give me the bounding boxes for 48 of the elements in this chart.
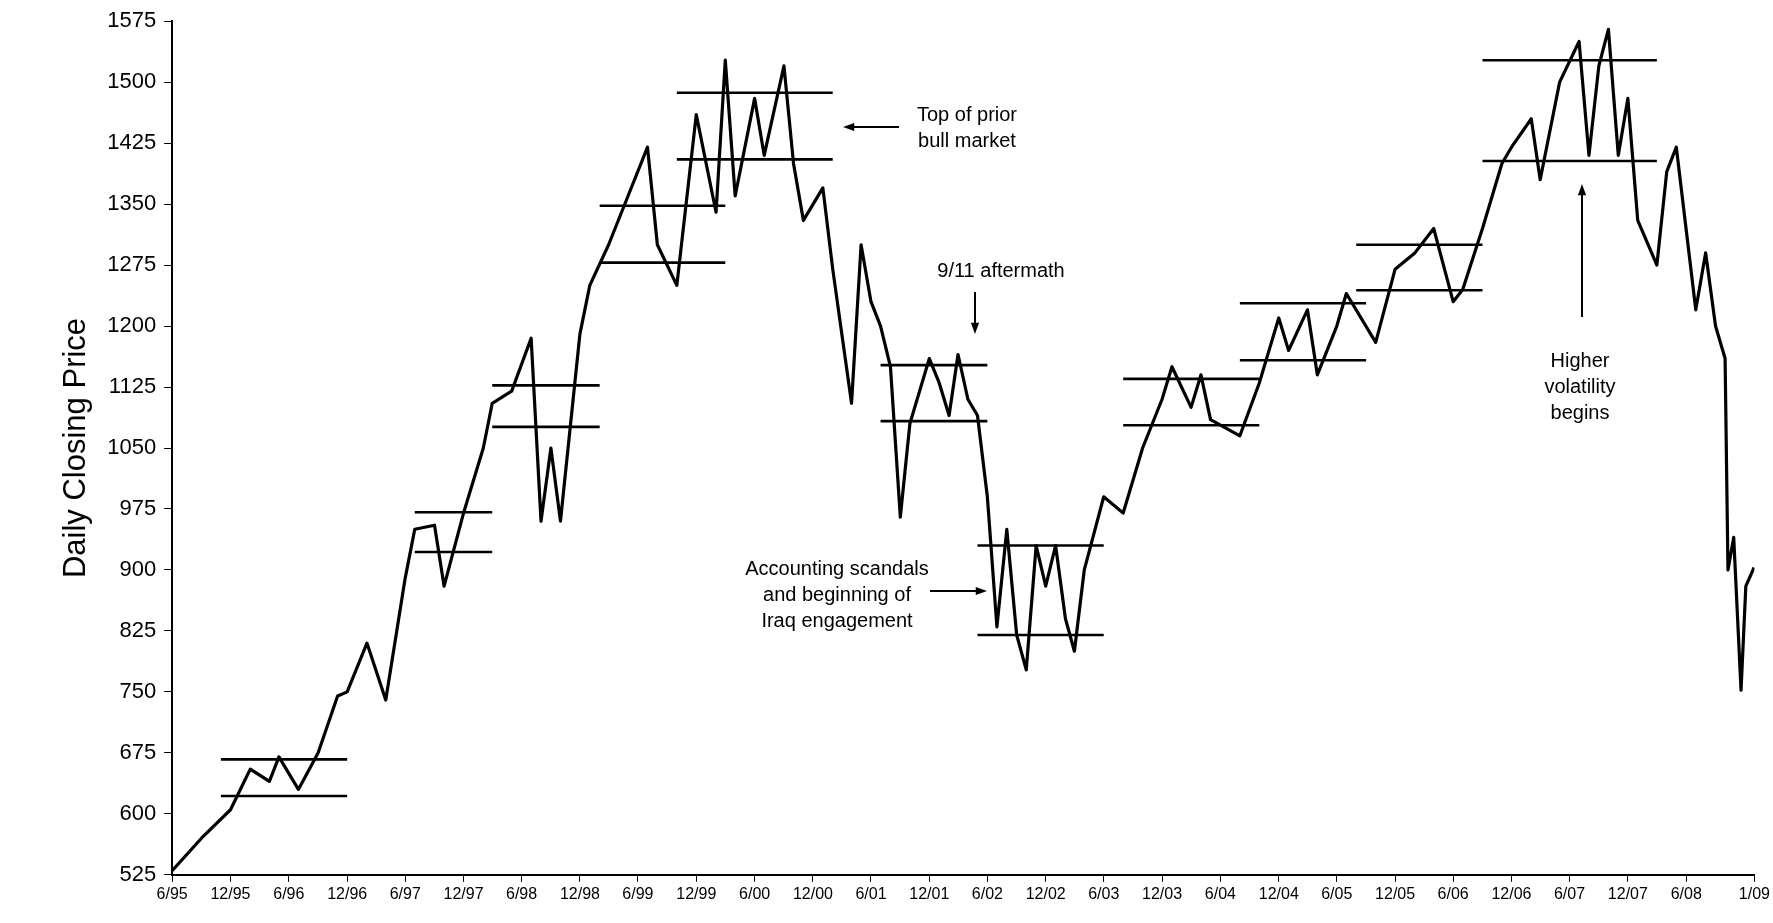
x-tick-label: 6/00 — [739, 884, 771, 902]
x-tick-label: 12/97 — [443, 884, 484, 902]
x-tick-label: 12/96 — [327, 884, 368, 902]
y-tick-label: 1350 — [107, 190, 157, 216]
x-tick-label: 6/05 — [1321, 884, 1353, 902]
x-tick-label: 12/95 — [210, 884, 251, 902]
x-tick-label: 6/98 — [505, 884, 538, 902]
y-tick-label: 1275 — [107, 251, 157, 277]
x-tick-label: 6/04 — [1204, 884, 1237, 902]
x-tick-label: 12/98 — [559, 884, 601, 902]
y-tick-label: 1575 — [107, 7, 157, 33]
x-tick-label: 12/01 — [909, 884, 950, 902]
x-tick-label: 6/01 — [855, 884, 887, 902]
x-tick-label: 6/99 — [622, 884, 654, 902]
x-tick-label: 6/07 — [1553, 884, 1586, 902]
x-tick-label: 12/06 — [1491, 884, 1532, 902]
x-tick-label: 6/02 — [971, 884, 1004, 902]
x-tick-label: 12/04 — [1258, 884, 1299, 902]
x-tick-label: 12/07 — [1607, 884, 1648, 902]
x-tick-label: 1/09 — [1738, 884, 1771, 902]
annotation: Top of prior bull market — [916, 102, 1018, 153]
y-tick-label: 525 — [119, 860, 157, 886]
y-tick-label: 1200 — [107, 312, 157, 338]
y-tick-label: 675 — [119, 738, 157, 764]
x-tick-label: 6/08 — [1670, 884, 1702, 902]
y-tick-label: 825 — [119, 616, 157, 642]
y-tick-label: 1050 — [107, 434, 157, 460]
x-tick-label: 12/02 — [1025, 884, 1066, 902]
annotation: Accounting scandals and beginning of Iraq engagement — [745, 556, 929, 633]
annotation: Higher volatility begins — [1544, 348, 1616, 425]
y-tick-label: 900 — [119, 556, 157, 582]
x-tick-label: 6/03 — [1088, 884, 1120, 902]
x-tick-label: 6/06 — [1437, 884, 1469, 902]
x-tick-label: 6/96 — [273, 884, 305, 902]
x-tick-label: 12/00 — [792, 884, 834, 902]
x-tick-label: 6/95 — [156, 884, 188, 902]
y-tick-label: 1125 — [108, 373, 157, 399]
y-tick-label: 975 — [119, 495, 157, 521]
y-tick-label: 1425 — [107, 129, 157, 155]
y-tick-label: 600 — [119, 799, 157, 825]
x-tick-label: 12/99 — [676, 884, 717, 902]
x-tick-label: 12/05 — [1375, 884, 1416, 902]
y-tick-label: 1500 — [107, 68, 157, 94]
y-axis-title: Daily Closing Price — [57, 317, 93, 579]
annotation: 9/11 aftermath — [937, 258, 1065, 283]
x-tick-label: 12/03 — [1142, 884, 1183, 902]
y-tick-label: 750 — [119, 677, 157, 703]
x-tick-label: 6/97 — [389, 884, 421, 902]
